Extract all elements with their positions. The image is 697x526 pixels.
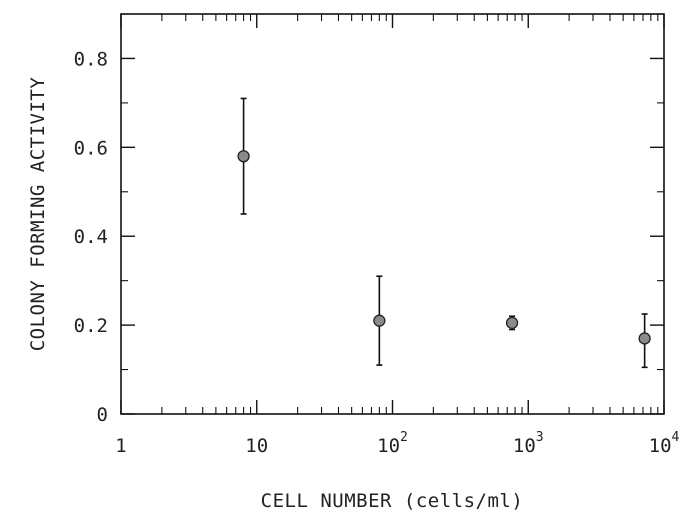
- x-tick-label: 104: [649, 430, 680, 457]
- y-axis-label: COLONY FORMING ACTIVITY: [27, 77, 49, 352]
- x-tick-exponent: 3: [536, 430, 544, 445]
- data-points: [237, 97, 651, 369]
- y-tick-label: 0.6: [74, 137, 108, 159]
- y-tick-label: 0.4: [74, 226, 108, 248]
- y-tick-label: 0.2: [74, 315, 108, 337]
- x-tick-exponent: 2: [400, 430, 408, 445]
- x-axis: 1 10 102 103 104: [115, 14, 680, 457]
- y-axis: 0 0.2 0.4 0.6 0.8: [74, 13, 664, 426]
- x-tick-label: 102: [377, 430, 408, 457]
- x-tick-base: 1: [115, 435, 126, 457]
- x-tick-base: 10: [513, 435, 536, 457]
- x-tick-exponent: 4: [672, 430, 680, 445]
- x-tick-label: 1: [115, 435, 126, 457]
- data-point: [237, 150, 250, 163]
- y-tick-label: 0.8: [74, 48, 108, 70]
- x-tick-base: 10: [245, 435, 268, 457]
- plot-frame: [120, 13, 665, 415]
- x-tick-base: 10: [649, 435, 672, 457]
- data-point: [373, 314, 386, 327]
- x-tick-label: 10: [245, 435, 268, 457]
- data-point: [505, 316, 519, 330]
- x-tick-base: 10: [377, 435, 400, 457]
- y-tick-label: 0: [97, 404, 108, 426]
- data-point: [638, 332, 651, 345]
- x-axis-label: CELL NUMBER (cells/ml): [261, 490, 524, 512]
- x-tick-label: 103: [513, 430, 544, 457]
